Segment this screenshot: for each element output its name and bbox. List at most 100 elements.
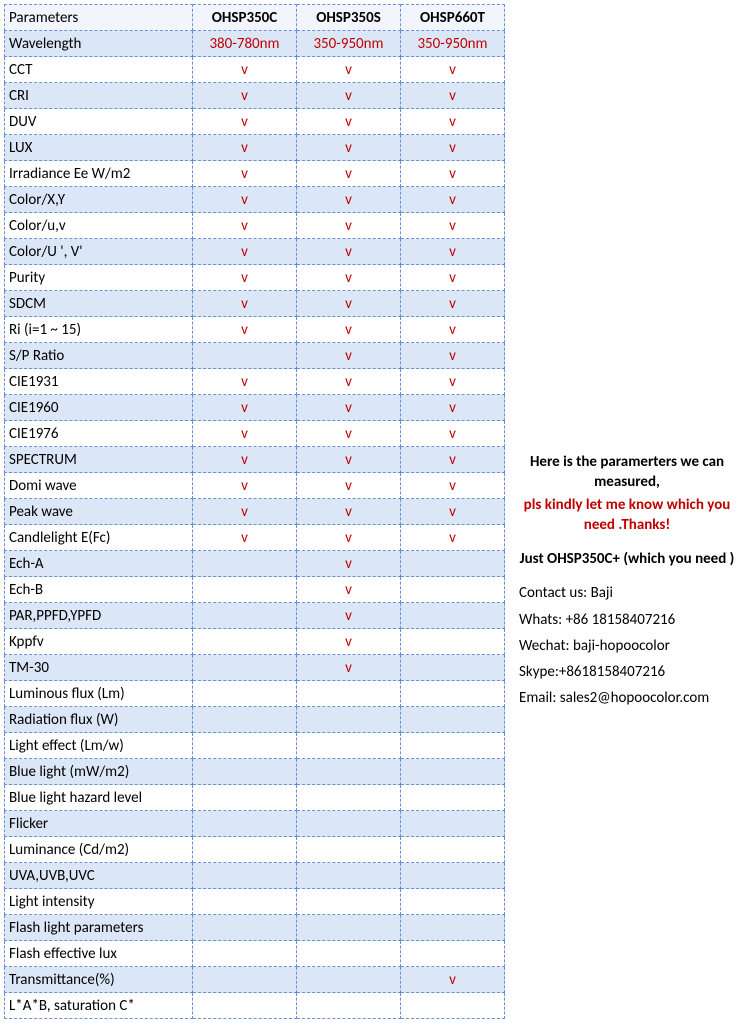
value-cell [193,863,297,889]
value-cell: v [297,57,401,83]
value-cell: v [193,395,297,421]
value-cell: v [193,83,297,109]
value-cell [193,707,297,733]
value-cell [297,889,401,915]
value-cell: v [297,135,401,161]
value-cell [401,577,505,603]
value-cell: v [297,265,401,291]
value-cell: v [297,343,401,369]
value-cell: v [401,161,505,187]
value-cell [401,941,505,967]
param-cell: Light intensity [5,889,193,915]
table-row: LUXvvv [5,135,505,161]
value-cell [401,837,505,863]
value-cell [193,733,297,759]
contact-name: Contact us: Baji [519,583,735,603]
value-cell: v [401,239,505,265]
value-cell: v [297,161,401,187]
value-cell: v [297,291,401,317]
value-cell [193,629,297,655]
value-cell [297,863,401,889]
value-cell [193,811,297,837]
value-cell [297,759,401,785]
param-cell: CCT [5,57,193,83]
value-cell: v [297,421,401,447]
value-cell [401,707,505,733]
value-cell: v [297,317,401,343]
table-row: Blue light (mW/m2) [5,759,505,785]
value-cell: v [297,109,401,135]
value-cell [297,733,401,759]
param-cell: Flash effective lux [5,941,193,967]
table-row: DUVvvv [5,109,505,135]
value-cell: v [297,213,401,239]
value-cell: 350-950nm [297,31,401,57]
value-cell [297,785,401,811]
param-cell: L*A*B, saturation C* [5,993,193,1019]
table-header-row: Parameters OHSP350C OHSP350S OHSP660T [5,5,505,31]
value-cell [401,889,505,915]
param-cell: Irradiance Ee W/m2 [5,161,193,187]
param-cell: Peak wave [5,499,193,525]
table-row: Ech-Av [5,551,505,577]
value-cell [401,863,505,889]
value-cell: 350-950nm [401,31,505,57]
param-cell: CRI [5,83,193,109]
param-cell: Color/U ', V' [5,239,193,265]
param-cell: Color/u,v [5,213,193,239]
value-cell: v [401,317,505,343]
param-cell: Blue light (mW/m2) [5,759,193,785]
value-cell: v [401,187,505,213]
sidebar-intro-2: pls kindly let me know which you need .T… [519,495,735,536]
table-row: Kppfvv [5,629,505,655]
value-cell: v [401,447,505,473]
param-cell: Purity [5,265,193,291]
table-row: Light effect (Lm/w) [5,733,505,759]
table-row: SDCMvvv [5,291,505,317]
table-row: CCTvvv [5,57,505,83]
value-cell: v [401,525,505,551]
table-row: Light intensity [5,889,505,915]
value-cell: v [297,499,401,525]
value-cell [193,759,297,785]
param-cell: SPECTRUM [5,447,193,473]
page-layout: Parameters OHSP350C OHSP350S OHSP660T Wa… [0,0,750,1023]
value-cell [193,941,297,967]
value-cell: v [193,109,297,135]
param-cell: S/P Ratio [5,343,193,369]
value-cell: v [401,213,505,239]
table-row: Peak wavevvv [5,499,505,525]
value-cell: v [193,447,297,473]
value-cell [401,629,505,655]
param-cell: CIE1976 [5,421,193,447]
table-row: Color/X,Yvvv [5,187,505,213]
table-row: Blue light hazard level [5,785,505,811]
contact-email: Email: sales2@hopoocolor.com [519,688,735,708]
value-cell: v [401,265,505,291]
value-cell: v [401,395,505,421]
header-product-3: OHSP660T [401,5,505,31]
table-row: Ech-Bv [5,577,505,603]
table-row: Domi wavevvv [5,473,505,499]
value-cell [297,967,401,993]
table-row: Flash light parameters [5,915,505,941]
param-cell: PAR,PPFD,YPFD [5,603,193,629]
value-cell: v [193,499,297,525]
table-row: SPECTRUMvvv [5,447,505,473]
contact-wechat: Wechat: baji-hopoocolor [519,636,735,656]
value-cell: v [297,187,401,213]
value-cell: v [193,317,297,343]
value-cell [193,967,297,993]
comparison-table: Parameters OHSP350C OHSP350S OHSP660T Wa… [4,4,505,1019]
value-cell: 380-780nm [193,31,297,57]
value-cell: v [401,57,505,83]
value-cell: v [401,499,505,525]
value-cell [401,733,505,759]
table-row: Luminance (Cd/m2) [5,837,505,863]
value-cell [193,603,297,629]
sidebar-info: Here is the paramerters we can measured,… [505,440,745,1023]
param-cell: Radiation flux (W) [5,707,193,733]
value-cell [193,837,297,863]
table-row: Purityvvv [5,265,505,291]
table-row: Radiation flux (W) [5,707,505,733]
